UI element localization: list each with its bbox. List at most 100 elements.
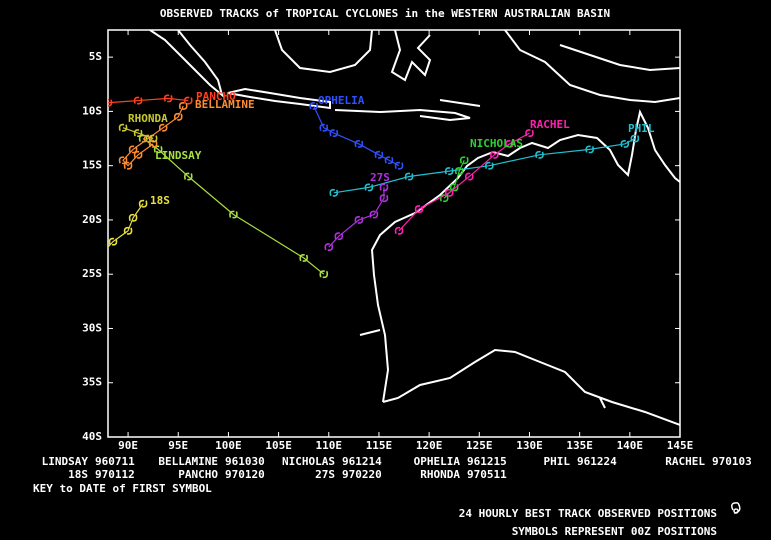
- legend-name: 18S: [68, 468, 88, 481]
- track-label: RHONDA: [128, 112, 168, 125]
- track-label: RACHEL: [530, 118, 570, 131]
- position-symbol: [505, 140, 514, 148]
- y-tick-label: 25S: [82, 267, 102, 280]
- position-symbol: [354, 216, 364, 224]
- key-text: KEY to DATE of FIRST SYMBOL: [33, 482, 212, 495]
- track-line: [108, 97, 189, 104]
- track-label: LINDSAY: [155, 149, 202, 162]
- map-title: OBSERVED TRACKS of TROPICAL CYCLONES in …: [160, 7, 610, 20]
- track-label: PANCHO: [196, 90, 236, 103]
- track-label: 18S: [150, 194, 170, 207]
- x-tick-label: 90E: [118, 439, 138, 452]
- legend-date: 970103: [712, 455, 752, 468]
- y-tick-label: 10S: [82, 104, 102, 117]
- position-symbol: [369, 210, 379, 219]
- position-symbol: [374, 150, 384, 159]
- position-symbol: [123, 226, 133, 235]
- legend-name: PHIL: [544, 455, 571, 468]
- position-symbol: [133, 150, 143, 159]
- position-symbol: [364, 183, 374, 192]
- position-symbol: [525, 129, 534, 138]
- position-symbol: [404, 172, 414, 181]
- y-tick-label: 20S: [82, 213, 102, 226]
- position-symbol: [485, 161, 494, 170]
- position-symbol: [299, 253, 308, 262]
- track-line: [122, 105, 184, 167]
- legend-name: 27S: [315, 468, 335, 481]
- position-symbol: [585, 145, 594, 154]
- x-tick-label: 95E: [168, 439, 188, 452]
- position-symbol: [133, 96, 143, 105]
- position-symbol: [319, 270, 329, 279]
- track-line: [313, 105, 400, 167]
- symbol-icon: [731, 502, 741, 514]
- position-symbol: [444, 188, 454, 197]
- position-symbol: [394, 226, 404, 235]
- y-tick-label: 5S: [89, 50, 102, 63]
- legend-date: 961214: [342, 455, 382, 468]
- legend-date: 961224: [577, 455, 617, 468]
- position-symbol: [630, 134, 640, 143]
- track-line: [398, 132, 530, 232]
- position-symbol: [464, 172, 474, 181]
- position-symbol: [309, 102, 319, 110]
- legend-date: 970112: [95, 468, 135, 481]
- coastlines: [149, 30, 680, 426]
- position-symbol: [379, 194, 389, 203]
- track-label: OPHELIA: [318, 94, 365, 107]
- track-label: PHIL: [628, 122, 655, 135]
- legend-name: RHONDA: [420, 468, 460, 481]
- legend-name: PANCHO: [178, 468, 218, 481]
- track-label: BELLAMINE: [195, 98, 255, 111]
- legend-name: OPHELIA: [414, 455, 461, 468]
- position-symbol: [178, 102, 188, 110]
- track-line: [328, 187, 385, 248]
- position-symbol: [319, 123, 329, 132]
- y-tick-label: 35S: [82, 376, 102, 389]
- map-frame: [107, 29, 681, 438]
- x-tick-label: 135E: [566, 439, 593, 452]
- position-symbol: [229, 210, 238, 219]
- position-symbol: [329, 129, 339, 138]
- position-symbol: [444, 167, 454, 176]
- track-line: [122, 127, 154, 140]
- position-symbol: [535, 150, 544, 159]
- x-tick-label: 125E: [466, 439, 493, 452]
- legend-name: LINDSAY: [42, 455, 89, 468]
- position-symbol: [354, 140, 364, 148]
- australia: [359, 109, 680, 426]
- lesser-sundas: [334, 99, 481, 122]
- x-tick-label: 100E: [215, 439, 242, 452]
- x-tick-label: 130E: [516, 439, 543, 452]
- position-symbol: [394, 161, 404, 170]
- y-tick-label: 40S: [82, 430, 102, 443]
- position-symbol: [118, 123, 128, 132]
- position-symbol: [324, 243, 334, 251]
- legend-name: BELLAMINE: [158, 455, 218, 468]
- track-line: [108, 203, 144, 248]
- legend-date: 970120: [225, 468, 265, 481]
- y-tick-label: 30S: [82, 321, 102, 334]
- sumatra: [149, 30, 224, 98]
- legend-name: RACHEL: [665, 455, 705, 468]
- y-tick-label: 15S: [82, 159, 102, 172]
- note: 24 HOURLY BEST TRACK OBSERVED POSITIONS: [459, 507, 717, 520]
- position-symbol: [173, 112, 183, 121]
- legend-date: 961030: [225, 455, 265, 468]
- tracks: [108, 94, 640, 279]
- sulawesi: [390, 30, 432, 82]
- x-tick-label: 145E: [667, 439, 694, 452]
- legend-date: 961215: [467, 455, 507, 468]
- position-symbol: [128, 213, 138, 222]
- position-symbol: [133, 129, 143, 138]
- position-symbol: [459, 156, 469, 165]
- java: [227, 87, 331, 110]
- position-symbol: [183, 172, 193, 181]
- legend-date: 970220: [342, 468, 382, 481]
- position-symbol: [148, 134, 158, 143]
- position-symbol: [108, 98, 113, 107]
- position-symbol: [414, 205, 424, 214]
